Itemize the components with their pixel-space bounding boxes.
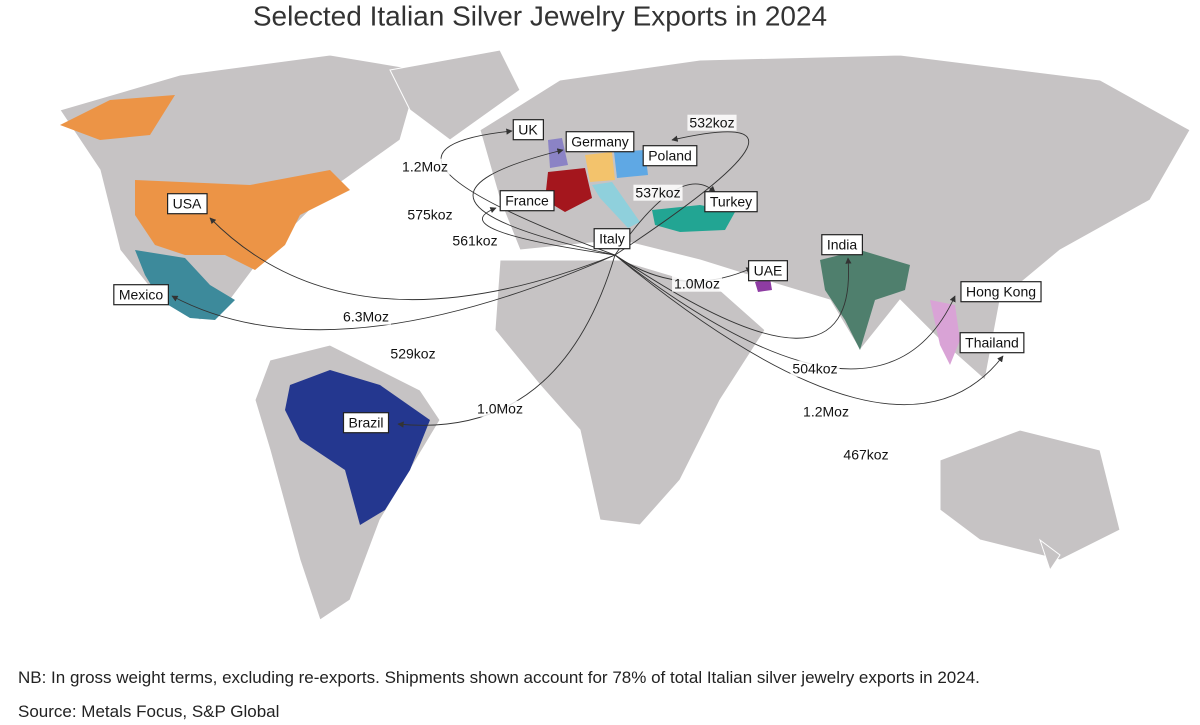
flow-amount-bg	[841, 446, 891, 463]
destination-label: UAE	[754, 263, 783, 279]
map: Selected Italian Silver Jewelry Exports …	[59, 0, 1191, 621]
brazil	[285, 370, 430, 525]
destination-label: Turkey	[710, 194, 752, 210]
destination-label: Hong Kong	[966, 284, 1036, 300]
flow-amount-bg	[672, 275, 722, 292]
flow-amount: 575koz	[407, 207, 452, 223]
destination-label: Germany	[571, 134, 629, 150]
mexico	[135, 250, 235, 320]
note: NB: In gross weight terms, excluding re-…	[18, 668, 980, 687]
france	[545, 168, 592, 212]
flow-amount: 6.3Moz	[343, 309, 389, 325]
flow-amount: 532koz	[689, 115, 734, 131]
flow-amount: 1.2Moz	[803, 404, 849, 420]
flow-amount-bg	[687, 114, 737, 131]
destination-label-box	[642, 145, 698, 167]
flow-amount: 529koz	[390, 346, 435, 362]
labels: UK 1.2Moz Germany 575koz France 561koz Poland 5…	[113, 114, 1042, 463]
destination-label-box	[512, 119, 544, 141]
destination-label: France	[505, 193, 549, 209]
italy	[592, 182, 640, 228]
africa	[494, 259, 766, 526]
destination-label-box	[704, 191, 758, 213]
flow-amount-bg	[405, 206, 455, 223]
flow-arc	[614, 254, 1004, 406]
destination-label-box	[499, 190, 555, 212]
flow-amount: 504koz	[792, 361, 837, 377]
destination-label: UK	[518, 122, 538, 138]
flow-amount-bg	[633, 184, 683, 201]
alaska	[60, 95, 175, 140]
flow-arc	[614, 254, 852, 339]
flow-amount-bg	[801, 403, 851, 420]
flow-amount-bg	[341, 308, 391, 325]
thailand	[930, 300, 960, 365]
flow-arc	[472, 148, 616, 256]
destination-label-box	[960, 281, 1042, 303]
destination-label-box	[113, 284, 169, 306]
flow-amount-bg	[388, 345, 438, 362]
destination-label-box	[959, 332, 1025, 354]
australia	[939, 429, 1121, 561]
destination-label: India	[827, 237, 858, 253]
destination-label: Brazil	[348, 415, 383, 431]
destination-label-box	[821, 234, 863, 256]
origin-label: Italy	[599, 231, 625, 247]
flow-amount-bg	[475, 400, 525, 417]
tasmania	[1039, 538, 1061, 572]
flow-amount: 537koz	[635, 185, 680, 201]
flow-amount: 1.2Moz	[402, 159, 448, 175]
destination-label-box	[748, 260, 788, 282]
flow-arc	[171, 254, 616, 331]
flow-amount: 1.0Moz	[674, 276, 720, 292]
destination-label: USA	[173, 196, 202, 212]
destination-label: Thailand	[965, 335, 1019, 351]
destination-label-box	[342, 412, 390, 434]
flow-amount: 561koz	[452, 233, 497, 249]
destination-label: Poland	[648, 148, 692, 164]
greenland	[389, 49, 521, 141]
flows	[171, 128, 1004, 428]
flow-arc	[397, 254, 616, 428]
flow-amount-bg	[400, 158, 450, 175]
poland	[614, 150, 648, 178]
eurasia	[479, 54, 1191, 381]
uae	[755, 278, 772, 292]
germany	[585, 152, 615, 182]
flow-amount: 1.0Moz	[477, 401, 523, 417]
map-title: Selected Italian Silver Jewelry Exports …	[253, 0, 827, 31]
origin-label-box	[593, 228, 631, 250]
flow-amount-bg	[790, 360, 840, 377]
india	[820, 250, 910, 350]
flow-arc	[482, 207, 616, 256]
flow-amount-bg	[450, 232, 500, 249]
source: Source: Metals Focus, S&P Global	[18, 702, 280, 721]
flow-arc	[209, 217, 616, 301]
destination-label: Mexico	[119, 287, 164, 303]
destination-label-box	[167, 193, 208, 215]
destination-label-box	[565, 131, 635, 153]
flow-amount: 467koz	[843, 447, 888, 463]
flow-arc	[614, 131, 750, 256]
